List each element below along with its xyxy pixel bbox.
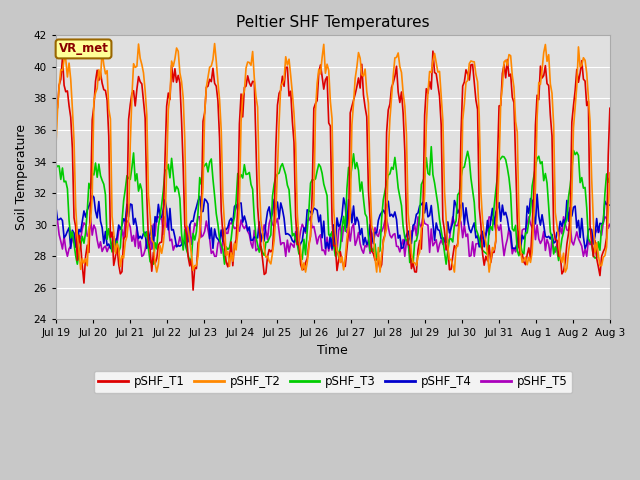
- pSHF_T2: [211, 41, 218, 47]
- pSHF_T1: [429, 48, 436, 54]
- pSHF_T4: [513, 240, 521, 246]
- Text: VR_met: VR_met: [59, 42, 108, 55]
- pSHF_T3: [428, 144, 435, 150]
- pSHF_T2: [52, 145, 60, 151]
- pSHF_T2: [515, 213, 523, 218]
- pSHF_T5: [63, 253, 71, 259]
- pSHF_T2: [153, 269, 161, 275]
- pSHF_T1: [365, 187, 372, 193]
- pSHF_T4: [365, 239, 372, 245]
- pSHF_T4: [533, 192, 541, 197]
- pSHF_T3: [219, 247, 227, 252]
- pSHF_T4: [59, 218, 67, 224]
- pSHF_T1: [52, 104, 60, 109]
- pSHF_T1: [508, 95, 516, 100]
- pSHF_T1: [515, 244, 523, 250]
- pSHF_T1: [174, 72, 182, 78]
- Line: pSHF_T5: pSHF_T5: [56, 217, 610, 256]
- Legend: pSHF_T1, pSHF_T2, pSHF_T3, pSHF_T4, pSHF_T5: pSHF_T1, pSHF_T2, pSHF_T3, pSHF_T4, pSHF…: [93, 371, 572, 393]
- Line: pSHF_T1: pSHF_T1: [56, 51, 610, 290]
- pSHF_T3: [365, 234, 372, 240]
- Title: Peltier SHF Temperatures: Peltier SHF Temperatures: [236, 15, 429, 30]
- X-axis label: Time: Time: [317, 344, 348, 357]
- pSHF_T3: [515, 253, 523, 259]
- Line: pSHF_T4: pSHF_T4: [56, 194, 610, 248]
- pSHF_T2: [59, 68, 67, 73]
- Y-axis label: Soil Temperature: Soil Temperature: [15, 124, 28, 230]
- pSHF_T3: [176, 196, 184, 202]
- pSHF_T2: [508, 73, 516, 79]
- pSHF_T4: [507, 229, 515, 235]
- pSHF_T3: [59, 165, 67, 171]
- pSHF_T5: [221, 224, 228, 230]
- Line: pSHF_T3: pSHF_T3: [56, 147, 610, 264]
- pSHF_T2: [366, 179, 374, 184]
- pSHF_T5: [153, 214, 161, 220]
- pSHF_T3: [508, 226, 516, 232]
- pSHF_T4: [176, 243, 184, 249]
- pSHF_T5: [366, 251, 374, 256]
- pSHF_T4: [52, 204, 60, 209]
- pSHF_T5: [508, 251, 516, 257]
- pSHF_T3: [74, 261, 81, 267]
- pSHF_T3: [52, 165, 60, 171]
- pSHF_T3: [606, 174, 614, 180]
- pSHF_T5: [606, 221, 614, 227]
- pSHF_T5: [178, 240, 186, 246]
- pSHF_T2: [606, 170, 614, 176]
- pSHF_T5: [59, 246, 67, 252]
- Line: pSHF_T2: pSHF_T2: [56, 44, 610, 272]
- pSHF_T2: [176, 70, 184, 76]
- pSHF_T4: [219, 239, 227, 244]
- pSHF_T5: [515, 244, 523, 250]
- pSHF_T4: [606, 202, 614, 208]
- pSHF_T1: [606, 106, 614, 111]
- pSHF_T1: [219, 231, 227, 237]
- pSHF_T1: [59, 55, 67, 61]
- pSHF_T5: [52, 218, 60, 224]
- pSHF_T1: [189, 287, 197, 293]
- pSHF_T2: [221, 221, 228, 227]
- pSHF_T4: [67, 245, 74, 251]
